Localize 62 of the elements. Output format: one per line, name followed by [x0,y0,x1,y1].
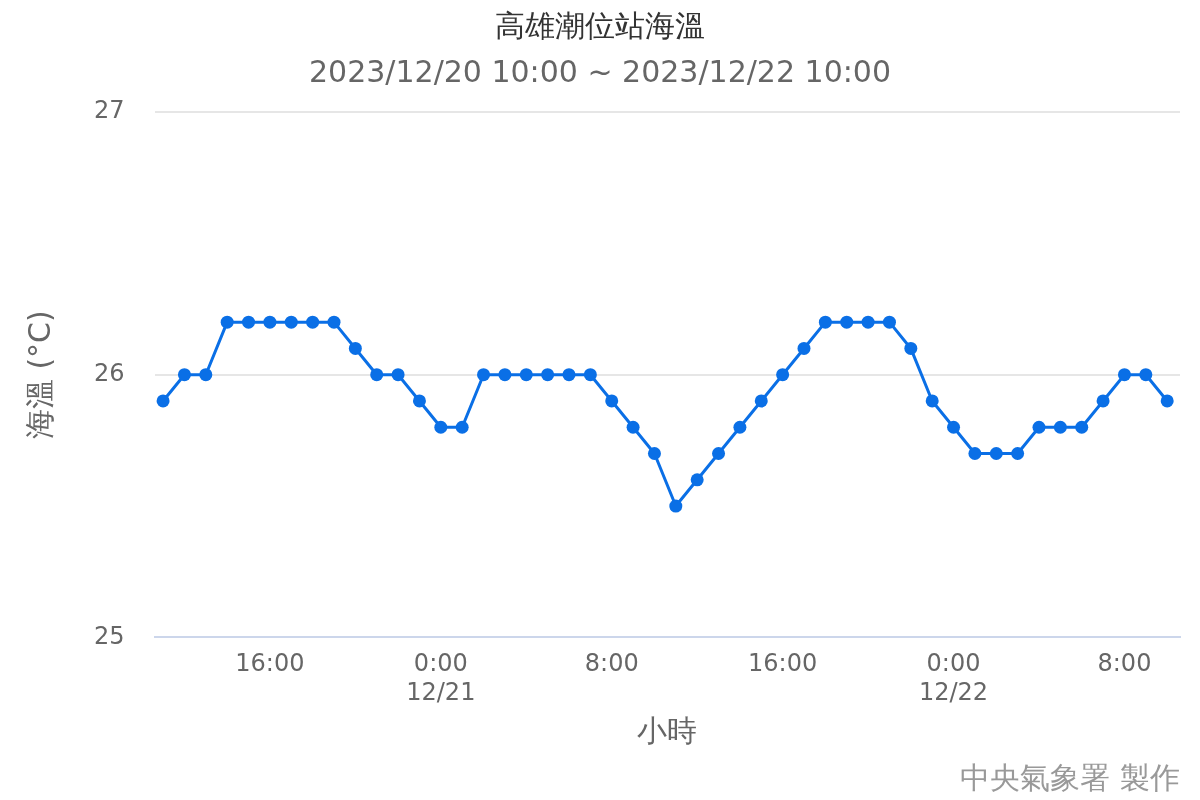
point [348,341,362,355]
y-tick-label: 26 [93,358,125,387]
point [242,315,256,329]
point [1139,368,1153,382]
y-tick-label: 25 [93,621,125,650]
x-tick-label: 0:00 12/22 [918,649,989,706]
point [583,368,597,382]
x-tick-label: 16:00 [748,649,818,678]
point [370,368,384,382]
point [156,394,170,408]
point [455,420,469,434]
point [776,368,790,382]
y-axis-title: 海溫 (°C) [21,310,57,440]
chart-subtitle: 2023/12/20 10:00 ~ 2023/12/22 10:00 [308,53,892,89]
chart-title: 高雄潮位站海溫 [495,7,705,43]
point [947,420,961,434]
point [840,315,854,329]
x-tick-label: 8:00 [1097,649,1152,678]
point [712,447,726,461]
point [1011,447,1025,461]
point [1075,420,1089,434]
point [284,315,298,329]
point [1096,394,1110,408]
point [882,315,896,329]
point [434,420,448,434]
y-tick-label: 27 [93,96,125,125]
point [519,368,533,382]
point [412,394,426,408]
point [861,315,875,329]
point [498,368,512,382]
point [605,394,619,408]
text: 中央氣象署 製作 [960,759,1180,795]
point [477,368,491,382]
point [669,499,683,513]
point [904,341,918,355]
point [562,368,576,382]
point [1053,420,1067,434]
x-tick-label: 8:00 [584,649,639,678]
point [306,315,320,329]
point [177,368,191,382]
point [1032,420,1046,434]
point [1117,368,1131,382]
point [199,368,213,382]
point [626,420,640,434]
point [733,420,747,434]
point [541,368,555,382]
point [754,394,768,408]
point [818,315,832,329]
point [220,315,234,329]
point [1160,394,1174,408]
point [391,368,405,382]
point [968,447,982,461]
point [690,473,704,487]
point [925,394,939,408]
point [263,315,277,329]
point [327,315,341,329]
x-tick-label: 0:00 12/21 [406,649,476,706]
x-axis-title: 小時 [637,712,698,748]
point [989,447,1003,461]
point [647,447,661,461]
x-tick-label: 16:00 [235,649,305,678]
point [797,341,811,355]
